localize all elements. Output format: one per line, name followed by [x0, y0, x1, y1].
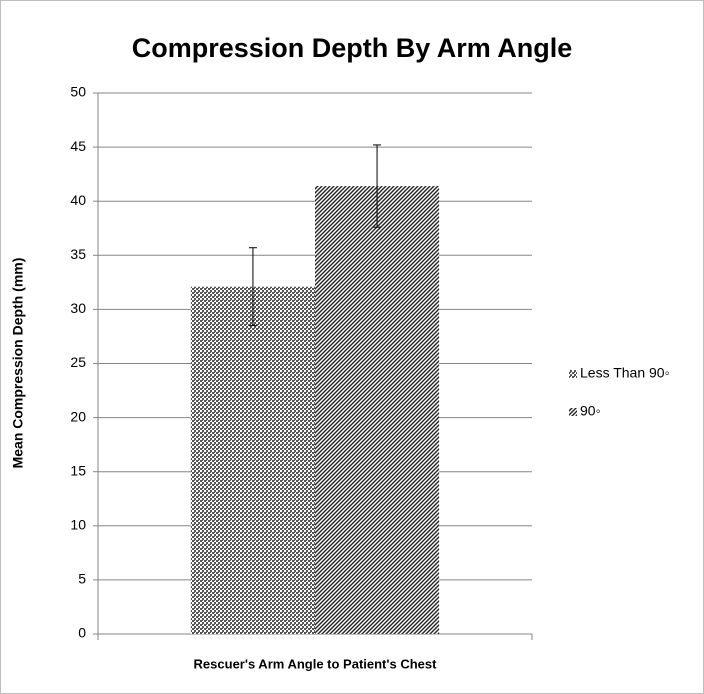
y-tick-label: 25 — [70, 354, 86, 370]
error-bar — [373, 144, 382, 228]
y-tick-label: 35 — [70, 246, 86, 262]
bar — [190, 286, 315, 634]
y-tick-label: 5 — [78, 571, 86, 587]
error-bar — [248, 247, 257, 327]
y-tick-label: 0 — [78, 625, 86, 641]
legend-label: Less Than 90◦ — [580, 365, 670, 381]
y-tick-label: 20 — [70, 408, 86, 424]
y-tick-label: 15 — [70, 462, 86, 478]
bar — [315, 186, 440, 634]
y-tick-label: 45 — [70, 138, 86, 154]
legend-swatch — [569, 370, 577, 378]
legend-swatch — [569, 408, 577, 416]
y-tick-label: 40 — [70, 192, 86, 208]
y-tick-label: 30 — [70, 300, 86, 316]
chart-title: Compression Depth By Arm Angle — [132, 33, 573, 63]
legend-label: 90◦ — [580, 403, 601, 419]
y-tick-label: 50 — [70, 84, 86, 100]
y-axis-label: Mean Compression Depth (mm) — [10, 258, 26, 469]
x-axis-label: Rescuer's Arm Angle to Patient's Chest — [194, 656, 438, 671]
y-tick-label: 10 — [70, 517, 86, 533]
